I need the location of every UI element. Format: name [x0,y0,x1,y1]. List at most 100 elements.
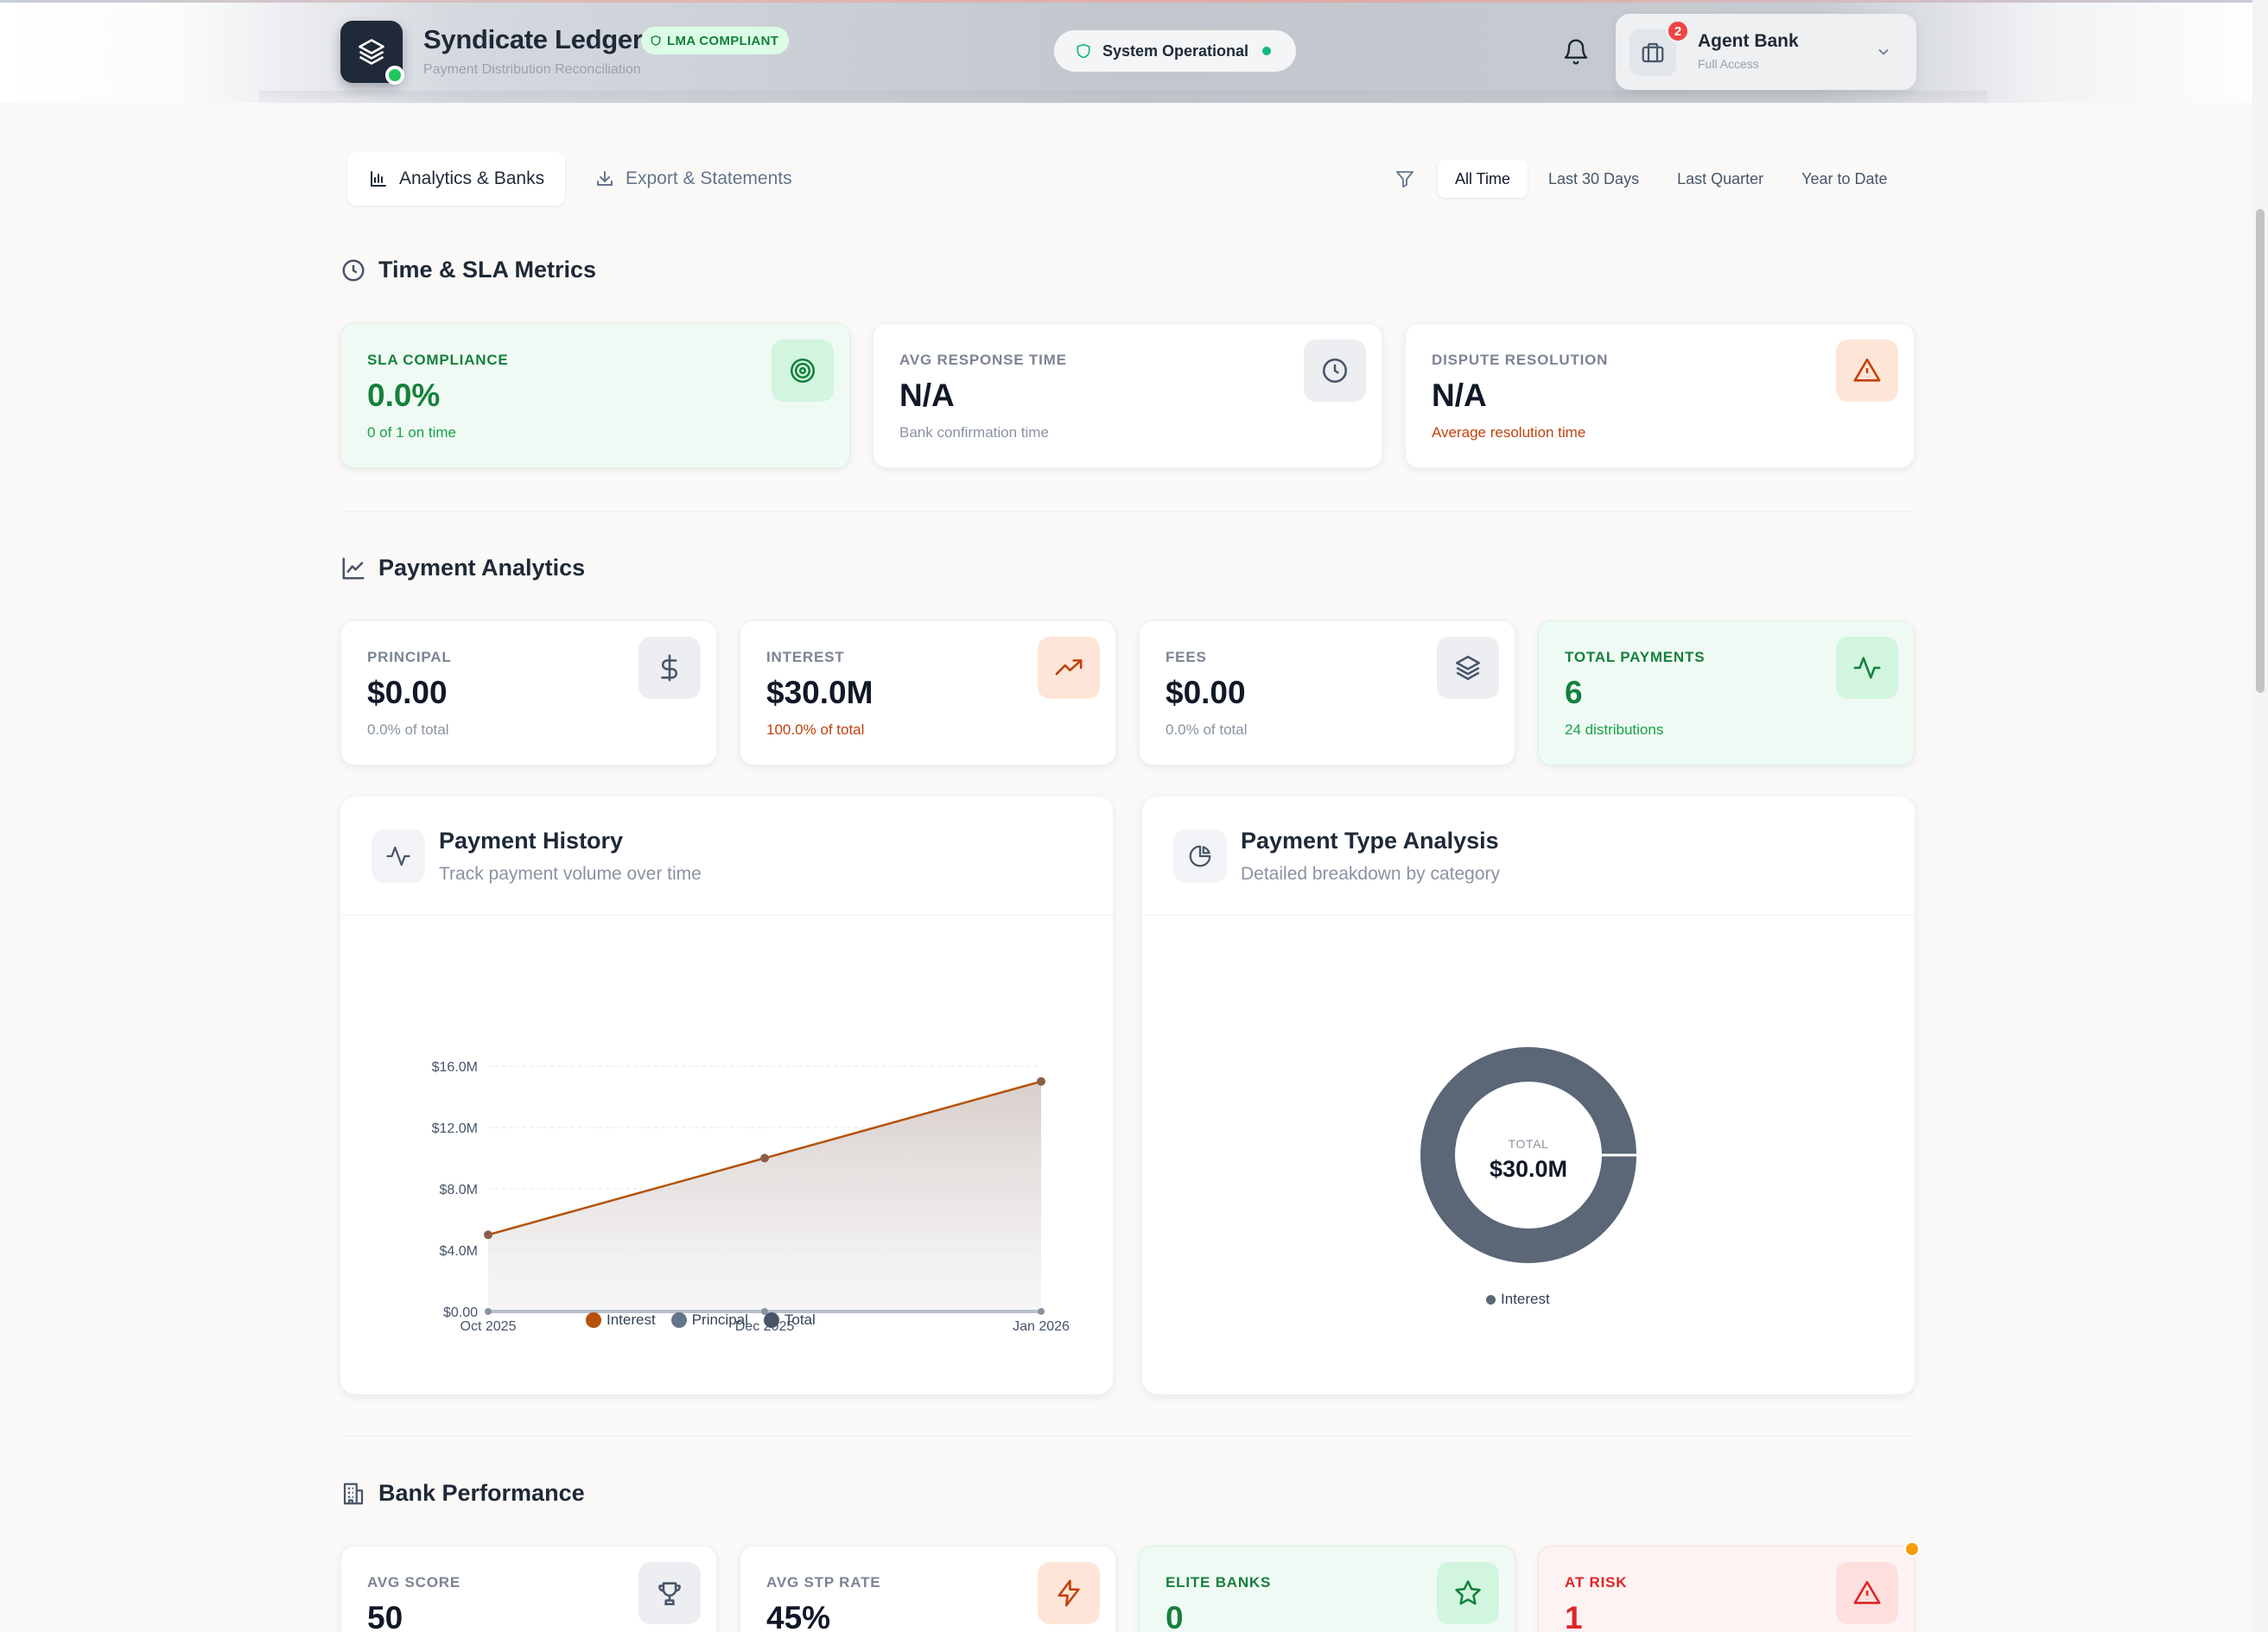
metric-value: 6 [1565,675,1583,710]
tab-analytics-banks[interactable]: Analytics & Banks [347,152,566,206]
metric-value: 0 [1166,1600,1184,1632]
metric-card-dispute-resolution: DISPUTE RESOLUTION N/A Average resolutio… [1405,323,1915,468]
section-title-text: Time & SLA Metrics [378,257,597,283]
clock-icon [342,259,365,281]
header-shadow [259,91,1987,106]
system-status-text: System Operational [1102,41,1249,60]
payment-type-donut-chart[interactable]: TOTAL $30.0M [1142,916,1915,1394]
metric-value: N/A [899,378,955,413]
payment-history-chart[interactable]: $0.00 $4.0M $8.0M $12.0M $16.0M Oct 2025 Dec 2… [340,916,1113,1394]
metric-label: DISPUTE RESOLUTION [1432,352,1609,368]
section-title-text: Bank Performance [378,1480,585,1506]
metric-subtext: 24 distributions [1565,721,1664,738]
metric-value: 0.0% [367,378,441,413]
compliance-badge: LMA COMPLIANT [641,27,790,54]
alert-triangle-icon [1836,1562,1898,1624]
star-icon [1437,1562,1499,1624]
range-last-quarter[interactable]: Last Quarter [1677,169,1764,187]
metric-card-avg-score: AVG SCORE 50 [340,1546,717,1632]
panel-header: Payment Type Analysis Detailed breakdown… [1142,797,1915,916]
metric-label: AVG STP RATE [766,1574,881,1591]
y-tick-label: $0.00 [443,1305,478,1320]
metric-subtext: 0.0% of total [367,721,449,738]
target-icon [772,340,834,402]
zap-icon [1038,1562,1100,1624]
activity-icon [1836,637,1898,699]
metric-label: FEES [1166,649,1207,665]
data-point-interest[interactable] [1037,1076,1045,1086]
tab-export-statements[interactable]: Export & Statements [574,152,813,206]
legend-label: Interest [1501,1291,1550,1307]
clock-icon [1304,340,1366,402]
brand-subtitle: Payment Distribution Reconciliation [423,62,641,77]
pie-slice-interest[interactable] [1420,1047,1636,1263]
notifications-button[interactable] [1562,38,1590,66]
metric-card-avg-response-time: AVG RESPONSE TIME N/A Bank confirmation … [873,323,1382,468]
legend-label: Total [784,1311,816,1328]
range-last-30-days[interactable]: Last 30 Days [1548,169,1640,187]
at-risk-alert-dot [1904,1541,1920,1557]
donut-center-value: $30.0M [1490,1156,1567,1182]
metric-label: SLA COMPLIANCE [367,352,509,368]
download-icon [597,171,613,186]
alert-triangle-icon [1836,340,1898,402]
pie-chart-icon [1173,829,1227,883]
chevron-down-icon [1878,48,1889,55]
legend-item-principal[interactable]: Principal [670,1311,748,1329]
metric-label: TOTAL PAYMENTS [1565,649,1706,665]
shield-check-icon [1077,43,1090,59]
chart-legend: Interest Principal Total [586,1311,816,1329]
briefcase-icon [1642,42,1664,63]
metric-card-at-risk: AT RISK 1 [1538,1546,1915,1632]
time-range-filter: All Time Last 30 Days Last Quarter Year … [1394,152,1905,206]
legend-item-interest[interactable]: Interest [586,1311,656,1329]
data-point-interest[interactable] [484,1230,492,1240]
metric-value: $0.00 [1166,675,1246,710]
legend-label: Principal [691,1311,748,1328]
layers-logo-icon [359,39,384,65]
metric-value: N/A [1432,378,1487,413]
metric-label: AVG RESPONSE TIME [899,352,1067,368]
trending-up-icon [1038,637,1100,699]
metric-label: AT RISK [1565,1574,1628,1591]
section-divider [340,1436,1915,1437]
line-chart-icon [342,557,365,579]
brand-title: Syndicate Ledger [423,24,643,54]
legend-swatch [1486,1294,1496,1305]
section-title-bank-performance: Bank Performance [340,1480,585,1507]
metric-value: $30.0M [766,675,874,710]
page-scrollbar[interactable] [2252,0,2268,1632]
metric-subtext: 0.0% of total [1166,721,1248,738]
dollar-icon [638,637,701,699]
layers-icon [1437,637,1499,699]
scrollbar-thumb[interactable] [2256,209,2265,693]
section-title-payments: Payment Analytics [340,555,585,581]
building-icon [343,1483,364,1504]
chart-legend: Interest [1486,1291,1550,1308]
filter-icon[interactable] [1394,168,1415,189]
panel-title: Payment History [439,828,624,854]
user-name: Agent Bank [1698,31,1799,51]
metric-subtext: 0 of 1 on time [367,424,457,441]
legend-label: Interest [607,1311,656,1328]
panel-title: Payment Type Analysis [1241,828,1499,854]
range-year-to-date[interactable]: Year to Date [1801,169,1888,187]
legend-item-total[interactable]: Total [763,1311,816,1329]
panel-header: Payment History Track payment volume ove… [340,797,1113,916]
payment-history-panel: Payment History Track payment volume ove… [340,797,1113,1394]
x-tick-label: Oct 2025 [461,1319,517,1334]
bar-chart-icon [371,171,386,187]
range-all-time[interactable]: All Time [1438,160,1528,198]
tab-label: Export & Statements [626,168,792,188]
y-tick-label: $16.0M [432,1060,478,1075]
metric-card-principal: PRINCIPAL $0.00 0.0% of total [340,620,717,765]
data-point-principal[interactable] [485,1308,492,1315]
data-point-principal[interactable] [1038,1308,1045,1315]
user-menu[interactable]: 2 Agent Bank Full Access [1616,14,1916,90]
metric-label: AVG SCORE [367,1574,461,1591]
y-tick-label: $12.0M [432,1121,478,1136]
view-toolbar: Analytics & Banks Export & Statements Al… [340,149,1915,209]
data-point-interest[interactable] [760,1153,769,1163]
metric-label: ELITE BANKS [1166,1574,1272,1591]
legend-item-interest[interactable]: Interest [1486,1291,1550,1308]
